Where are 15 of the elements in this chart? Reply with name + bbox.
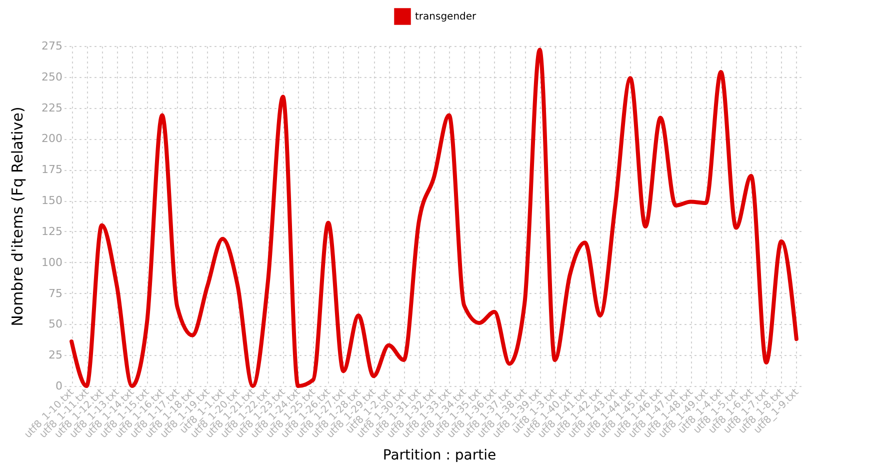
y-tick-label: 250: [42, 70, 62, 84]
y-tick-label: 100: [42, 256, 62, 269]
y-tick-label: 125: [42, 224, 62, 238]
y-tick-label: 275: [42, 40, 62, 52]
y-axis-title: Nombre d'items (Fq Relative): [8, 106, 27, 326]
y-tick-label: 200: [42, 132, 62, 146]
y-tick-label: 175: [42, 163, 62, 176]
line-series: [70, 48, 798, 388]
y-tick-label: 0: [56, 380, 62, 392]
y-tick-label: 50: [48, 318, 62, 331]
y-tick-label: 75: [48, 286, 62, 300]
legend-label: transgender: [415, 12, 478, 22]
y-tick-label: 225: [42, 101, 62, 114]
y-tick-label: 150: [42, 194, 62, 208]
y-tick-label: 25: [48, 348, 62, 362]
